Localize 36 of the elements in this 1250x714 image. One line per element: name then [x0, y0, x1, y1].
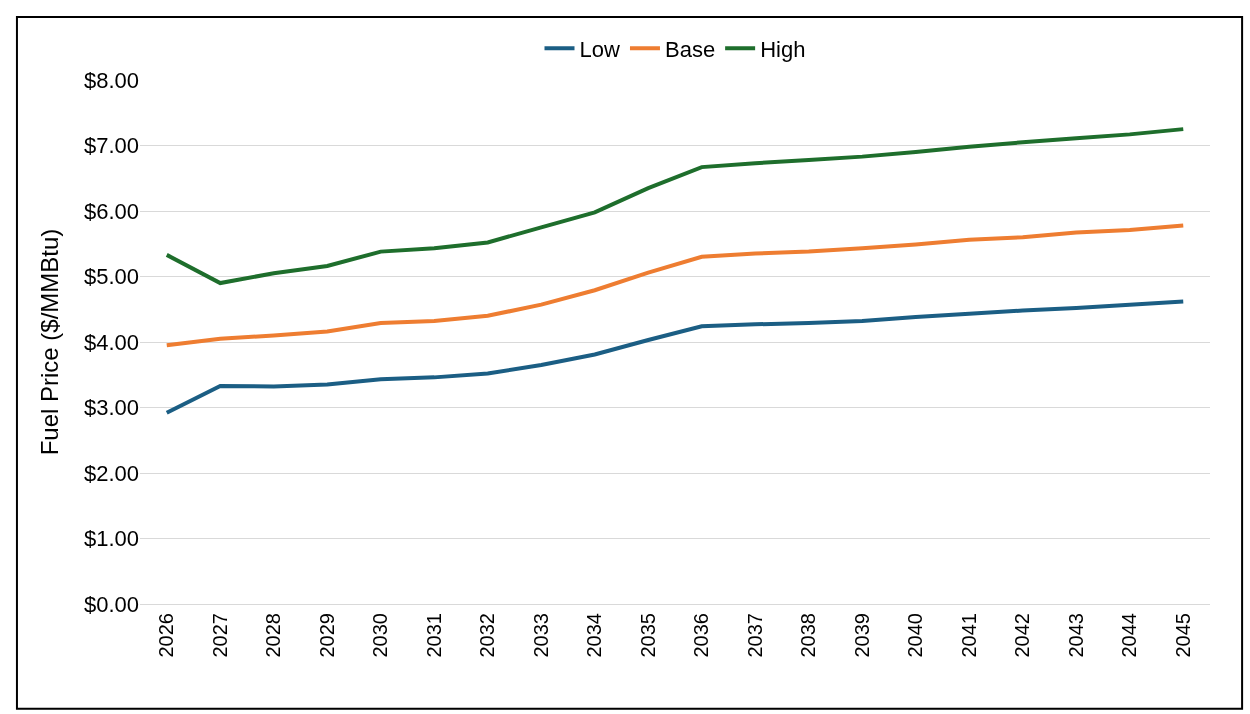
x-tick-label: 2027 [208, 613, 231, 658]
y-axis-title: Fuel Price ($/MMBtu) [36, 228, 64, 456]
x-tick-label: 2026 [155, 613, 178, 658]
legend-label: Low [579, 36, 620, 62]
y-tick-label: $2.00 [83, 460, 139, 486]
x-tick-label: 2030 [369, 613, 392, 658]
x-tick-label: 2033 [529, 613, 552, 658]
y-tick-label: $7.00 [83, 133, 139, 159]
y-tick-label: $3.00 [83, 395, 139, 421]
y-tick-label: $5.00 [83, 264, 139, 290]
line-series [164, 127, 1186, 286]
x-tick-label: 2034 [583, 613, 606, 658]
x-tick-label: 2038 [797, 613, 820, 658]
x-tick-label: 2044 [1118, 613, 1141, 658]
x-tick-label: 2045 [1171, 613, 1194, 658]
legend-label: High [760, 36, 806, 62]
x-tick-label: 2031 [422, 613, 445, 658]
x-tick-label: 2029 [315, 613, 338, 658]
y-tick-label: $4.00 [83, 329, 139, 355]
y-tick-label: $0.00 [83, 591, 139, 617]
y-tick-label: $1.00 [83, 526, 139, 552]
legend-label: Base [664, 36, 716, 62]
x-tick-label: 2036 [690, 613, 713, 658]
y-tick-label: $6.00 [83, 198, 139, 224]
x-tick-label: 2042 [1011, 613, 1034, 658]
x-tick-label: 2028 [262, 613, 285, 658]
x-tick-label: 2039 [850, 613, 873, 658]
x-tick-label: 2041 [957, 613, 980, 658]
x-tick-label: 2037 [743, 613, 766, 658]
x-tick-label: 2035 [636, 613, 659, 658]
x-tick-label: 2040 [904, 613, 927, 658]
y-tick-label: $8.00 [83, 67, 139, 93]
x-tick-label: 2043 [1064, 613, 1087, 658]
x-tick-label: 2032 [476, 613, 499, 658]
line-series [164, 299, 1186, 415]
line-series [164, 223, 1186, 348]
